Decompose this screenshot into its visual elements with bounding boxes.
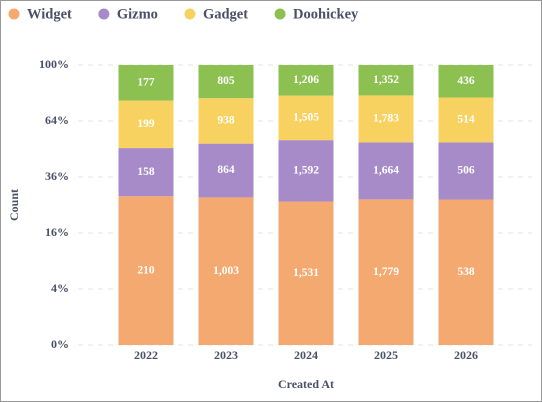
bar-segment	[198, 65, 254, 99]
value-label: 938	[217, 115, 235, 127]
value-label: 199	[137, 118, 155, 130]
bar-segment	[358, 95, 414, 143]
legend-swatch	[8, 8, 20, 20]
x-tick-label: 2025	[374, 348, 398, 362]
bar-segment	[438, 199, 494, 345]
x-tick-label: 2024	[294, 348, 318, 362]
value-label: 1,206	[293, 74, 319, 86]
legend-label: Gadget	[203, 6, 248, 22]
value-label: 538	[457, 266, 475, 278]
bar-segment	[278, 140, 334, 202]
bar-segment	[198, 98, 254, 144]
value-label: 1,783	[373, 113, 399, 125]
y-tick-label: 64%	[45, 113, 69, 127]
y-tick-label: 16%	[45, 225, 69, 239]
value-label: 436	[457, 75, 475, 87]
bar-segment	[358, 65, 414, 96]
value-label: 158	[137, 166, 155, 178]
x-tick-label: 2023	[214, 348, 238, 362]
value-label: 210	[137, 264, 155, 276]
legend-label: Doohickey	[293, 6, 359, 22]
bar-segment	[118, 196, 174, 345]
y-tick-label: 4%	[51, 281, 69, 295]
bar-segment	[118, 65, 174, 101]
value-label: 1,531	[293, 267, 319, 279]
bar-segment	[118, 100, 174, 149]
value-label: 514	[457, 114, 475, 126]
legend-label: Gizmo	[117, 6, 158, 22]
legend-swatch	[274, 8, 286, 20]
bar-segment	[358, 142, 414, 200]
bar-segment	[278, 95, 334, 141]
value-label: 177	[137, 76, 155, 88]
legend-label: Widget	[27, 6, 72, 22]
value-label: 1,664	[373, 165, 399, 177]
bar-segment	[278, 65, 334, 96]
bar-segment	[198, 197, 254, 345]
bar-segment	[438, 142, 494, 200]
bar-segment	[278, 201, 334, 345]
value-label: 1,779	[373, 266, 399, 278]
x-tick-label: 2022	[134, 348, 158, 362]
y-tick-label: 36%	[45, 169, 69, 183]
legend-swatch	[184, 8, 196, 20]
value-label: 1,003	[213, 265, 239, 277]
value-label: 1,505	[293, 112, 319, 124]
y-tick-label: 0%	[51, 337, 69, 351]
x-axis-title: Created At	[278, 377, 334, 391]
legend-swatch	[98, 8, 110, 20]
y-tick-label: 100%	[39, 57, 69, 71]
x-tick-label: 2026	[454, 348, 478, 362]
bar-segment	[198, 143, 254, 198]
bar-segment	[438, 65, 494, 98]
value-label: 1,592	[293, 164, 319, 176]
value-label: 864	[217, 164, 235, 176]
bar-segment	[358, 199, 414, 345]
bar-segment	[438, 97, 494, 143]
bar-segment	[118, 148, 174, 197]
value-label: 1,352	[373, 74, 399, 86]
value-label: 506	[457, 165, 475, 177]
value-label: 805	[217, 75, 235, 87]
y-axis-title: Count	[7, 189, 21, 221]
